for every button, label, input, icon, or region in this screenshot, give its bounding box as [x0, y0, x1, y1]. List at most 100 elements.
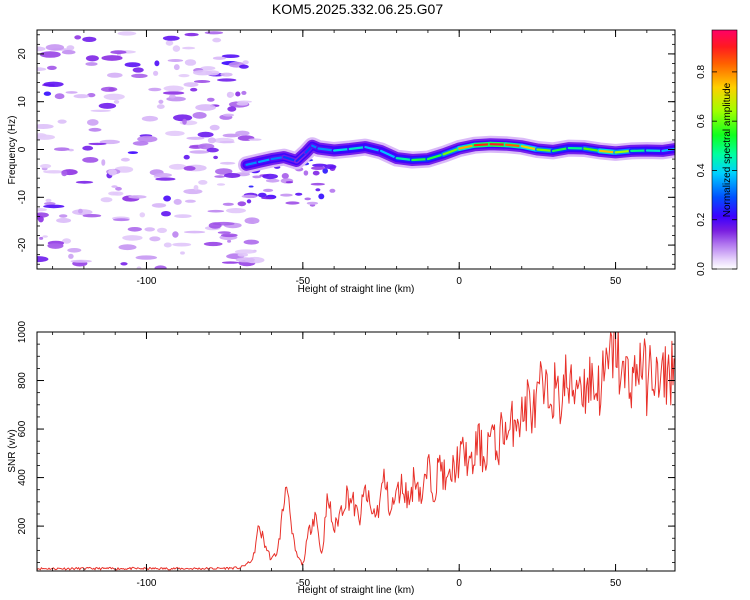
snr-y-axis-label: SNR (v/v)	[7, 429, 18, 472]
noise-patch	[173, 114, 193, 122]
noise-patch	[169, 94, 176, 99]
noise-patch	[154, 173, 173, 178]
noise-patch	[310, 182, 325, 186]
spectrogram-x-axis: -100 -50 0 50	[52, 30, 648, 287]
noise-patch	[182, 46, 196, 50]
noise-patch	[131, 73, 148, 78]
noise-patch	[118, 244, 137, 251]
noise-patch	[227, 239, 232, 243]
y-tick-label: 1000	[17, 320, 28, 343]
noise-patch	[54, 93, 65, 100]
noise-patch	[242, 60, 249, 65]
noise-patch	[174, 214, 192, 219]
noise-patch	[37, 133, 47, 138]
noise-patch	[221, 54, 240, 58]
noise-patch	[252, 175, 262, 179]
noise-patch	[85, 55, 99, 62]
noise-patch	[207, 137, 216, 144]
noise-patch	[37, 67, 47, 72]
noise-patch	[162, 91, 185, 95]
noise-patch	[235, 130, 250, 136]
noise-patch	[189, 150, 210, 154]
noise-patch	[108, 87, 115, 92]
noise-patch	[132, 141, 149, 146]
noise-patch	[56, 218, 72, 223]
ridge-core	[583, 147, 602, 152]
noise-patch	[200, 66, 216, 71]
noise-patch	[124, 62, 141, 68]
ridge-core	[551, 147, 570, 152]
snr-x-axis-label: Height of straight line (km)	[298, 585, 415, 596]
colorbar-tick-label: 0.0	[696, 262, 707, 276]
noise-patch	[224, 173, 241, 178]
noise-patch	[122, 235, 143, 241]
snr-series-line	[37, 332, 675, 571]
noise-patch	[70, 259, 92, 263]
noise-patch	[115, 186, 122, 191]
noise-patch	[184, 199, 196, 203]
noise-patch	[139, 212, 146, 218]
noise-patch	[38, 216, 44, 223]
noise-patch	[65, 91, 78, 94]
noise-patch	[235, 249, 257, 254]
noise-patch	[120, 157, 130, 162]
noise-patch	[90, 109, 111, 113]
noise-patch	[219, 161, 236, 165]
noise-patch	[322, 168, 329, 174]
noise-patch	[182, 118, 187, 125]
noise-patch	[235, 257, 255, 263]
noise-patch	[47, 242, 64, 249]
noise-patch	[198, 180, 208, 185]
y-tick-label: 800	[17, 372, 28, 389]
noise-patch	[241, 90, 247, 95]
noise-patch	[67, 248, 82, 253]
x-tick-label: -50	[296, 276, 311, 287]
noise-patch	[141, 115, 158, 122]
y-tick-label: 20	[17, 48, 28, 60]
ridge-core	[364, 146, 383, 152]
noise-patch	[37, 208, 47, 212]
snr-y-axis: 200 400 600 800 1000	[17, 320, 675, 563]
noise-patch	[329, 188, 336, 193]
noise-patch	[155, 177, 176, 181]
noise-patch	[239, 64, 249, 69]
noise-patch	[40, 164, 52, 169]
noise-patch	[103, 93, 125, 101]
colorbar-gradient	[711, 29, 738, 270]
noise-patch	[184, 32, 199, 37]
noise-patch	[157, 227, 167, 233]
noise-patch	[248, 185, 254, 188]
noise-patch	[241, 194, 257, 199]
noise-patch	[87, 119, 99, 126]
y-tick-label: 200	[17, 517, 28, 534]
noise-patch	[45, 198, 52, 203]
ridge-core	[411, 158, 429, 162]
noise-patch	[168, 163, 187, 170]
noise-patch	[244, 217, 260, 224]
spectrogram-y-axis: -20 -10 0 10 20	[17, 34, 675, 265]
noise-patch	[62, 238, 72, 244]
noise-patch	[311, 166, 325, 170]
noise-patch	[43, 170, 65, 174]
noise-patch	[204, 31, 224, 35]
noise-patch	[246, 199, 252, 204]
ridge-core	[473, 143, 492, 147]
colorbar-ticks: 0.0 0.2 0.4 0.6 0.8	[696, 64, 737, 276]
noise-patch	[136, 266, 142, 269]
noise-patch	[151, 203, 167, 208]
noise-patch	[37, 46, 46, 52]
noise-patch	[315, 188, 321, 192]
y-tick-label: -10	[17, 190, 28, 205]
noise-patch	[312, 170, 320, 176]
noise-patch	[265, 178, 280, 183]
noise-patch	[303, 170, 309, 176]
noise-patch	[162, 35, 180, 41]
noise-patch	[101, 159, 106, 166]
noise-patch	[39, 51, 61, 58]
noise-patch	[262, 173, 278, 180]
noise-patch	[237, 253, 249, 257]
noise-patch	[229, 92, 235, 97]
noise-patch	[148, 87, 162, 92]
noise-patch	[197, 131, 214, 138]
